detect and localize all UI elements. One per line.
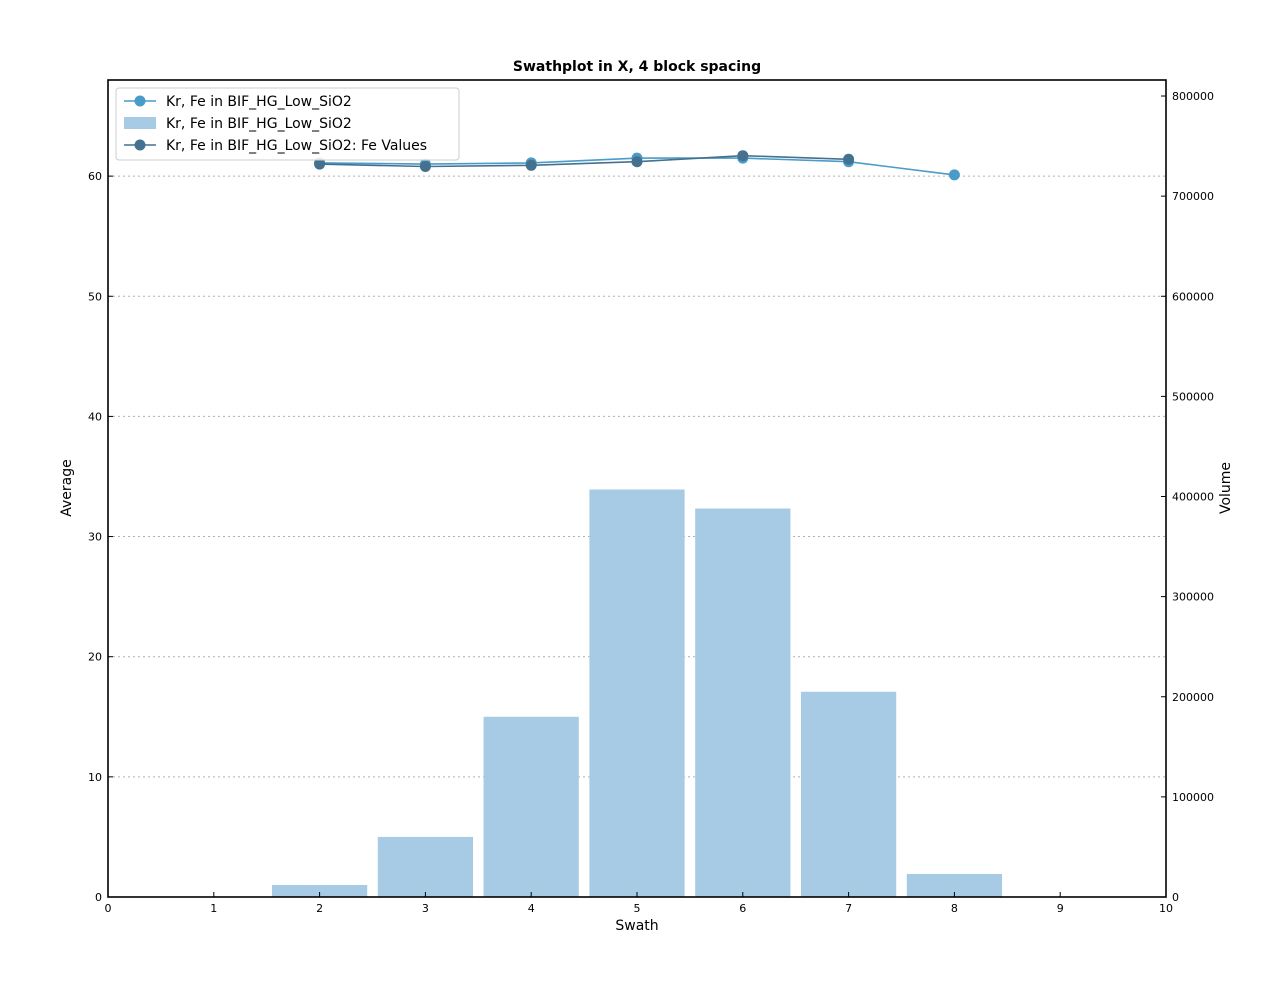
bar bbox=[483, 716, 579, 897]
y2-tick-label: 700000 bbox=[1172, 190, 1214, 203]
bar bbox=[800, 691, 897, 897]
data-point bbox=[843, 153, 855, 165]
x-tick-label: 3 bbox=[422, 902, 429, 915]
x-tick-label: 6 bbox=[739, 902, 746, 915]
y2-tick-label: 200000 bbox=[1172, 691, 1214, 704]
bar bbox=[377, 836, 474, 897]
legend: Kr, Fe in BIF_HG_Low_SiO2 Kr, Fe in BIF_H… bbox=[115, 87, 460, 161]
y-axis-label: Average bbox=[59, 459, 75, 517]
legend-swatch-bar bbox=[124, 117, 156, 129]
legend-entry-label: Kr, Fe in BIF_HG_Low_SiO2: Fe Values bbox=[166, 138, 427, 154]
y2-tick-label: 800000 bbox=[1172, 90, 1214, 103]
y-tick-label: 30 bbox=[88, 531, 102, 544]
y-tick-label: 60 bbox=[88, 170, 102, 183]
data-point bbox=[525, 159, 537, 171]
x-tick-label: 8 bbox=[951, 902, 958, 915]
bars bbox=[271, 489, 1003, 897]
legend-swatch-marker bbox=[134, 95, 146, 107]
legend-entry-label: Kr, Fe in BIF_HG_Low_SiO2 bbox=[166, 116, 352, 132]
data-point bbox=[314, 158, 326, 170]
x-tick-label: 10 bbox=[1159, 902, 1173, 915]
x-tick-label: 1 bbox=[210, 902, 217, 915]
chart-title: Swathplot in X, 4 block spacing bbox=[513, 59, 761, 75]
y2-tick-label: 100000 bbox=[1172, 791, 1214, 804]
y-tick-label: 50 bbox=[88, 290, 102, 303]
legend-entry-label: Kr, Fe in BIF_HG_Low_SiO2 bbox=[166, 94, 352, 110]
y2-tick-label: 300000 bbox=[1172, 591, 1214, 604]
bar bbox=[271, 884, 368, 897]
y-tick-label: 20 bbox=[88, 651, 102, 664]
bar bbox=[695, 508, 791, 897]
x-tick-label: 9 bbox=[1057, 902, 1064, 915]
x-tick-label: 7 bbox=[845, 902, 852, 915]
bar bbox=[589, 489, 685, 897]
grid-lines bbox=[108, 175, 1166, 778]
y-axis-ticks: 0 10 20 30 40 50 60 bbox=[88, 170, 113, 904]
data-point bbox=[948, 169, 960, 181]
lines bbox=[314, 150, 960, 181]
y2-tick-label: 0 bbox=[1172, 891, 1179, 904]
data-point bbox=[419, 161, 431, 173]
y2-tick-label: 500000 bbox=[1172, 390, 1214, 403]
legend-box bbox=[115, 87, 460, 161]
y-tick-label: 10 bbox=[88, 771, 102, 784]
legend-swatch-marker bbox=[134, 139, 146, 151]
y2-axis-ticks: 0 100000 200000 300000 400000 500000 600000 700… bbox=[1161, 90, 1214, 904]
y2-axis-label: Volume bbox=[1218, 462, 1234, 514]
y2-tick-label: 400000 bbox=[1172, 491, 1214, 504]
y-tick-label: 0 bbox=[95, 891, 102, 904]
data-point bbox=[631, 156, 643, 168]
bar bbox=[906, 873, 1003, 897]
series-line bbox=[319, 154, 849, 168]
data-point bbox=[737, 150, 749, 162]
x-axis-ticks: 0 1 2 3 4 5 6 7 8 9 10 bbox=[105, 892, 1173, 915]
x-axis-label: Swath bbox=[615, 918, 658, 934]
x-tick-label: 4 bbox=[528, 902, 535, 915]
x-tick-label: 0 bbox=[105, 902, 112, 915]
y2-tick-label: 600000 bbox=[1172, 290, 1214, 303]
x-tick-label: 2 bbox=[316, 902, 323, 915]
y-tick-label: 40 bbox=[88, 410, 102, 423]
x-tick-label: 5 bbox=[634, 902, 641, 915]
